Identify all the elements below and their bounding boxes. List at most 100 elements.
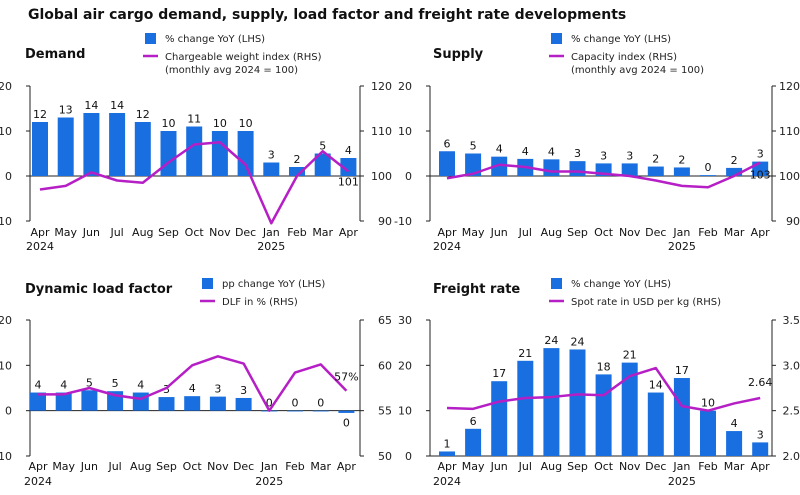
- bar-value-label: 5: [470, 140, 477, 153]
- legend-line-label: DLF in % (RHS): [222, 297, 298, 308]
- bar-value-label: 4: [522, 145, 529, 158]
- bar: [439, 451, 455, 456]
- bar-value-label: 10: [701, 397, 715, 410]
- right-tick-label: 90: [786, 215, 800, 228]
- bar: [752, 442, 769, 456]
- end-value-annotation: 2.64: [748, 376, 773, 389]
- left-tick-label: 20: [398, 80, 412, 93]
- end-value-annotation: 101: [338, 176, 359, 189]
- legend-line-label-2: (monthly avg 2024 = 100): [165, 65, 298, 76]
- category-label: Apr: [751, 226, 771, 239]
- category-label: Jan: [672, 460, 690, 473]
- category-label: Jun: [490, 226, 508, 239]
- bar: [186, 126, 203, 176]
- left-tick-label: 10: [398, 405, 412, 418]
- bar: [569, 349, 586, 456]
- category-label: Jul: [518, 226, 532, 239]
- bar-value-label: 12: [136, 108, 150, 121]
- left-tick-label: 10: [0, 359, 12, 372]
- category-label: Feb: [287, 226, 306, 239]
- bar-value-label: 3: [757, 148, 764, 161]
- category-label: Sep: [567, 460, 588, 473]
- panel-title: Demand: [25, 47, 86, 62]
- bar: [491, 156, 508, 176]
- bar: [237, 131, 254, 176]
- panel-title: Freight rate: [433, 282, 520, 297]
- year-label: 2025: [668, 475, 696, 488]
- category-label: Aug: [541, 460, 562, 473]
- category-label: May: [52, 460, 75, 473]
- right-tick-label: 60: [378, 359, 392, 372]
- bar: [673, 378, 690, 456]
- bar: [340, 158, 357, 176]
- legend-line-label: Spot rate in USD per kg (RHS): [571, 297, 721, 308]
- category-label: Jul: [518, 460, 532, 473]
- bar: [289, 167, 305, 176]
- bar: [30, 392, 46, 411]
- bar-value-label: 24: [571, 335, 585, 348]
- bar-value-label: 14: [84, 99, 98, 112]
- bar-value-label: 3: [268, 149, 275, 162]
- category-label: Feb: [285, 460, 304, 473]
- bar: [81, 390, 98, 411]
- bar-value-label: 4: [548, 145, 555, 158]
- category-label: Mar: [310, 460, 331, 473]
- left-tick-label: -10: [0, 215, 12, 228]
- bar-value-label: 5: [319, 140, 326, 153]
- bar-value-label: 12: [33, 108, 47, 121]
- category-label: Jun: [80, 460, 98, 473]
- end-value-annotation: 57%: [334, 371, 358, 384]
- category-label: Apr: [30, 226, 50, 239]
- bar-value-label: 4: [60, 379, 67, 392]
- panel-title: Supply: [433, 47, 484, 62]
- bar-value-label: 3: [600, 149, 607, 162]
- left-tick-label: -10: [0, 450, 12, 463]
- legend-bar-swatch: [145, 33, 156, 44]
- bar: [673, 167, 690, 176]
- category-label: Oct: [185, 226, 205, 239]
- category-label: Nov: [619, 226, 641, 239]
- category-label: Feb: [698, 460, 717, 473]
- right-tick-label: 110: [371, 125, 392, 138]
- bar: [621, 362, 638, 456]
- right-tick-label: 100: [779, 170, 800, 183]
- bar-value-label: 4: [496, 143, 503, 156]
- right-tick-label: 65: [378, 314, 392, 327]
- year-label: 2024: [24, 475, 52, 488]
- category-label: Apr: [339, 226, 359, 239]
- bar: [32, 122, 48, 176]
- year-label: 2024: [433, 475, 461, 488]
- category-label: Sep: [567, 226, 588, 239]
- category-label: Jul: [109, 226, 123, 239]
- left-tick-label: -10: [394, 215, 412, 228]
- category-label: Dec: [645, 460, 666, 473]
- series-line: [446, 161, 761, 189]
- legend-bar-swatch: [551, 278, 562, 289]
- right-tick-label: 2.5: [783, 405, 800, 418]
- bar-value-label: 4: [189, 382, 196, 395]
- legend-bar-label: % change YoY (LHS): [571, 34, 671, 45]
- bar: [726, 167, 743, 176]
- bar-value-label: 14: [110, 99, 124, 112]
- right-tick-label: 55: [378, 405, 392, 418]
- right-tick-label: 2.0: [783, 450, 800, 463]
- bar: [312, 410, 329, 412]
- year-label: 2025: [257, 240, 285, 253]
- bar-value-label: 2: [294, 153, 301, 166]
- bar-value-label: 10: [213, 117, 227, 130]
- category-label: Jan: [262, 226, 280, 239]
- bar-value-label: 0: [266, 397, 273, 410]
- legend-bar-label: pp change YoY (LHS): [222, 279, 325, 290]
- bar-value-label: 21: [623, 349, 637, 362]
- bar-value-label: 4: [137, 379, 144, 392]
- left-tick-label: 20: [398, 359, 412, 372]
- bar: [700, 175, 716, 176]
- bar: [621, 163, 638, 176]
- bar-value-label: 3: [214, 383, 221, 396]
- bar-value-label: 17: [492, 367, 506, 380]
- category-label: Apr: [337, 460, 357, 473]
